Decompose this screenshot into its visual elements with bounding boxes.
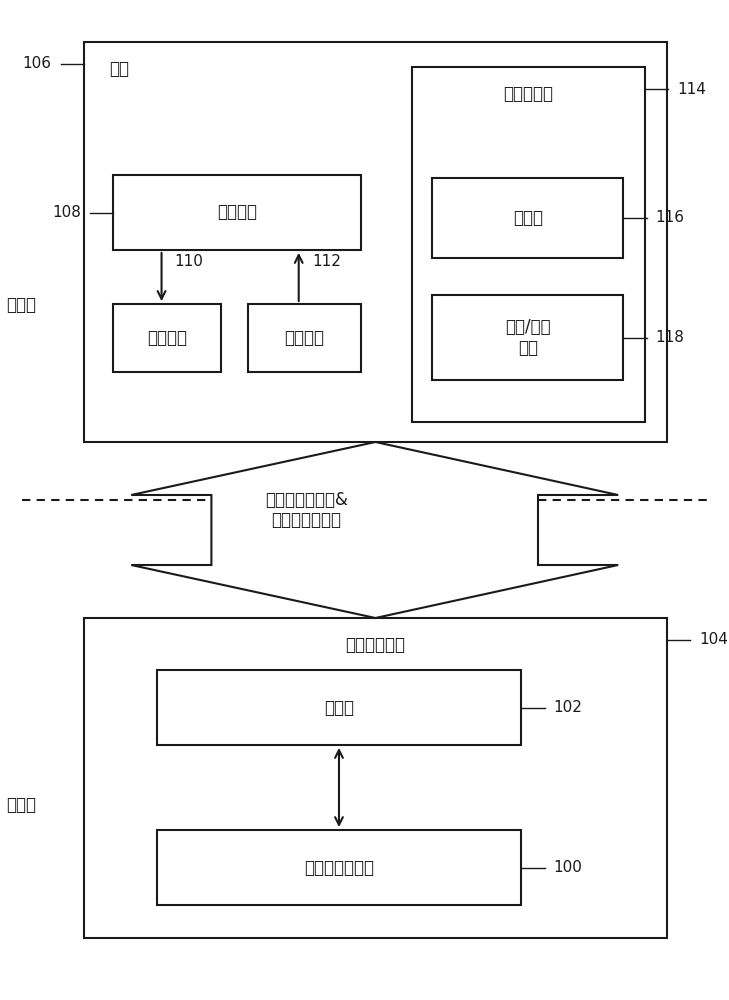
Text: 118: 118: [655, 330, 685, 345]
Text: 116: 116: [655, 211, 685, 226]
Text: 106: 106: [23, 56, 52, 72]
Text: 数据储存装置: 数据储存装置: [346, 636, 405, 654]
Bar: [248, 304, 361, 372]
Text: 控制器: 控制器: [324, 698, 354, 716]
Text: 装置端配置空间&
主机端映射查表: 装置端配置空间& 主机端映射查表: [265, 491, 348, 529]
Bar: [412, 67, 645, 422]
Text: 微处理器: 微处理器: [217, 204, 257, 222]
Bar: [432, 178, 623, 258]
Bar: [157, 830, 521, 905]
Text: 完成队列: 完成队列: [284, 329, 324, 347]
Text: 108: 108: [52, 205, 81, 220]
Bar: [84, 42, 667, 442]
Text: 110: 110: [175, 254, 203, 269]
Text: 读取/写入
数据: 读取/写入 数据: [505, 318, 550, 357]
Bar: [113, 175, 361, 250]
Polygon shape: [131, 442, 618, 618]
Bar: [84, 618, 667, 938]
Text: 114: 114: [677, 82, 706, 97]
Bar: [432, 295, 623, 380]
Bar: [113, 304, 221, 372]
Text: 100: 100: [553, 860, 582, 875]
Text: 映射表: 映射表: [512, 209, 543, 227]
Text: 装置端: 装置端: [6, 796, 36, 814]
Bar: [157, 670, 521, 745]
Text: 104: 104: [699, 633, 728, 648]
Text: 主机端: 主机端: [6, 296, 36, 314]
Text: 112: 112: [312, 254, 340, 269]
Text: 指令队列: 指令队列: [147, 329, 187, 347]
Text: 非挥发式存储器: 非挥发式存储器: [304, 858, 374, 876]
Text: 主机: 主机: [109, 60, 129, 78]
Text: 系统存储器: 系统存储器: [504, 85, 553, 103]
Text: 102: 102: [553, 700, 582, 715]
